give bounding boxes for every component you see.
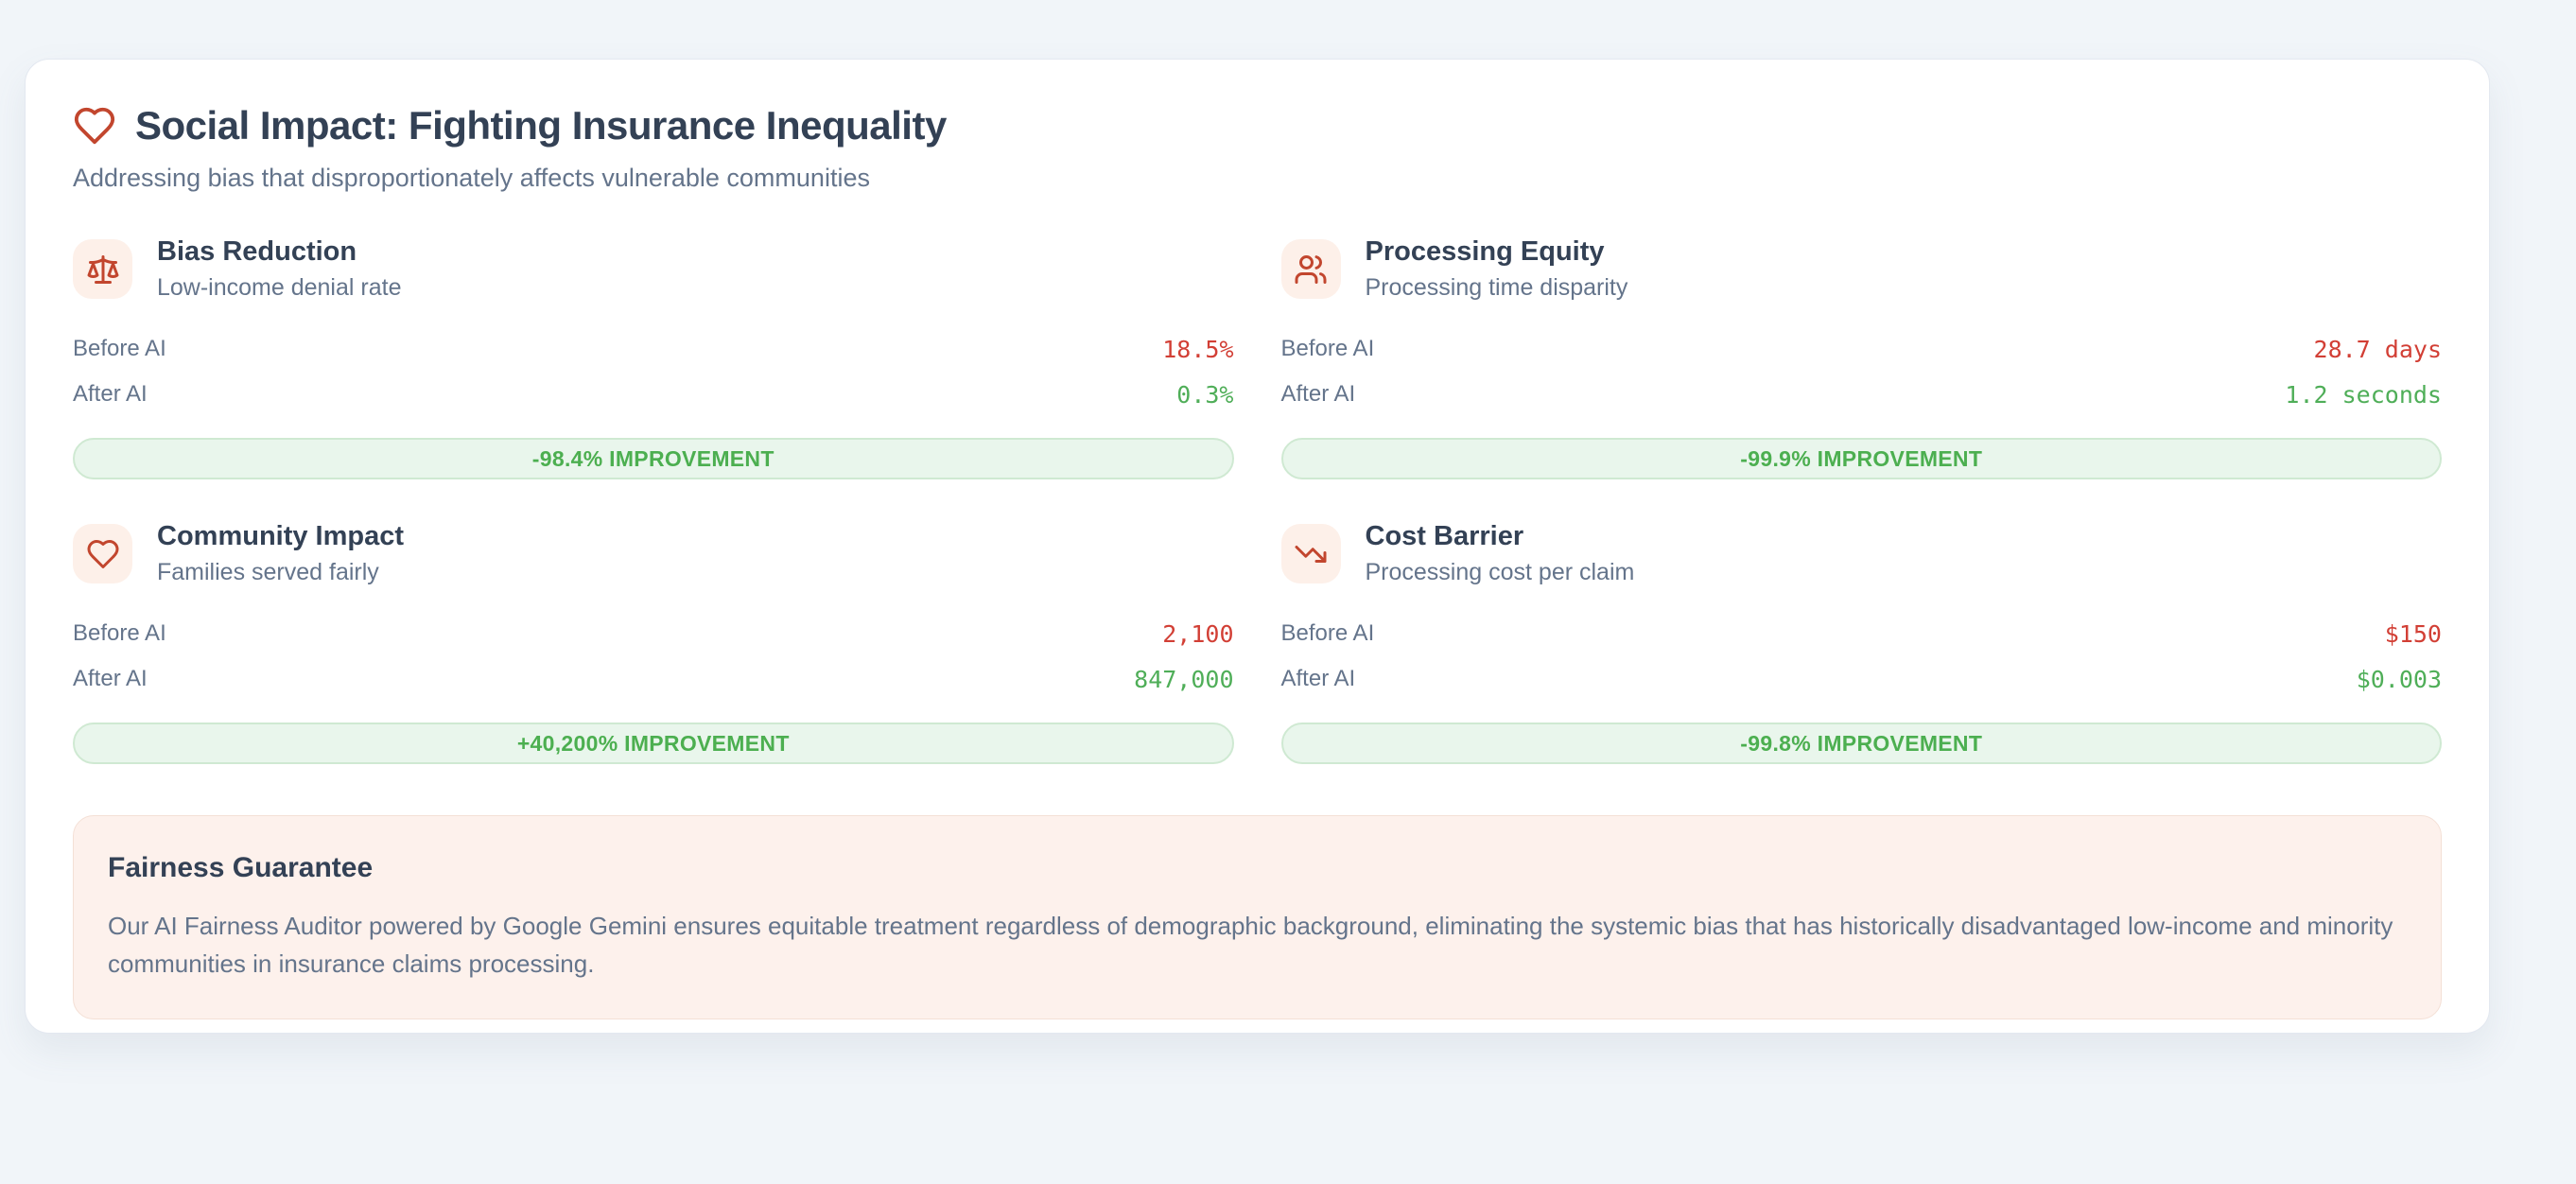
metric-card-cost-barrier: Cost Barrier Processing cost per claim B… bbox=[1280, 521, 2443, 764]
before-ai-row: Before AI 2,100 bbox=[73, 611, 1234, 656]
trending-down-icon bbox=[1280, 524, 1341, 583]
before-ai-value: 2,100 bbox=[1162, 619, 1234, 648]
panel-header: Social Impact: Fighting Insurance Inequa… bbox=[73, 103, 2442, 148]
metrics-grid: Bias Reduction Low-income denial rate Be… bbox=[73, 236, 2442, 764]
users-icon bbox=[1280, 239, 1341, 299]
page-subtitle: Addressing bias that disproportionately … bbox=[73, 164, 870, 192]
heart-icon bbox=[73, 524, 132, 583]
after-ai-row: After AI 0.3% bbox=[73, 372, 1234, 417]
metric-title: Cost Barrier bbox=[1365, 521, 1524, 551]
metric-subtitle: Families served fairly bbox=[157, 559, 379, 585]
after-ai-value: $0.003 bbox=[2356, 665, 2442, 693]
before-ai-value: 28.7 days bbox=[2313, 335, 2442, 363]
fairness-title: Fairness Guarantee bbox=[108, 852, 374, 883]
metric-titles: Cost Barrier Processing cost per claim bbox=[1366, 521, 1635, 586]
metric-titles: Processing Equity Processing time dispar… bbox=[1366, 236, 1628, 302]
before-ai-row: Before AI 28.7 days bbox=[1281, 326, 2443, 372]
improvement-badge: -99.8% IMPROVEMENT bbox=[1280, 723, 2442, 764]
improvement-badge: +40,200% IMPROVEMENT bbox=[73, 723, 1234, 764]
metric-rows: Before AI 28.7 days After AI 1.2 seconds bbox=[1281, 326, 2443, 417]
after-ai-row: After AI $0.003 bbox=[1281, 656, 2443, 702]
after-ai-value: 847,000 bbox=[1134, 665, 1234, 693]
after-ai-label: After AI bbox=[73, 666, 148, 691]
metric-card-bias-reduction: Bias Reduction Low-income denial rate Be… bbox=[73, 236, 1234, 479]
metric-title: Bias Reduction bbox=[157, 236, 357, 267]
heart-icon bbox=[74, 107, 115, 145]
after-ai-value: 1.2 seconds bbox=[2285, 380, 2442, 409]
metric-subtitle: Processing time disparity bbox=[1365, 274, 1628, 301]
after-ai-label: After AI bbox=[1280, 666, 1356, 691]
metric-card-community-impact: Community Impact Families served fairly … bbox=[73, 521, 1234, 764]
after-ai-value: 0.3% bbox=[1176, 380, 1234, 409]
page-title: Social Impact: Fighting Insurance Inequa… bbox=[135, 103, 947, 148]
metric-subtitle: Processing cost per claim bbox=[1365, 559, 1635, 585]
before-ai-label: Before AI bbox=[73, 336, 166, 361]
metric-rows: Before AI $150 After AI $0.003 bbox=[1281, 611, 2443, 702]
before-ai-value: 18.5% bbox=[1162, 335, 1234, 363]
before-ai-label: Before AI bbox=[73, 620, 166, 646]
before-ai-value: $150 bbox=[2384, 619, 2442, 648]
social-impact-panel: Social Impact: Fighting Insurance Inequa… bbox=[25, 59, 2490, 1034]
metric-rows: Before AI 2,100 After AI 847,000 bbox=[73, 611, 1234, 702]
metric-header: Cost Barrier Processing cost per claim bbox=[1280, 521, 2443, 586]
metric-card-processing-equity: Processing Equity Processing time dispar… bbox=[1280, 236, 2443, 479]
scale-icon bbox=[73, 239, 132, 299]
metric-subtitle: Low-income denial rate bbox=[157, 274, 402, 301]
metric-title: Community Impact bbox=[157, 521, 405, 551]
before-ai-row: Before AI $150 bbox=[1281, 611, 2443, 656]
metric-titles: Bias Reduction Low-income denial rate bbox=[157, 236, 401, 302]
metric-header: Community Impact Families served fairly bbox=[73, 521, 1234, 586]
after-ai-label: After AI bbox=[73, 381, 148, 407]
after-ai-row: After AI 1.2 seconds bbox=[1281, 372, 2443, 417]
before-ai-row: Before AI 18.5% bbox=[73, 326, 1234, 372]
metric-titles: Community Impact Families served fairly bbox=[157, 521, 404, 586]
metric-rows: Before AI 18.5% After AI 0.3% bbox=[73, 326, 1234, 417]
fairness-body: Our AI Fairness Auditor powered by Googl… bbox=[108, 912, 2393, 978]
before-ai-label: Before AI bbox=[1280, 336, 1375, 361]
before-ai-label: Before AI bbox=[1280, 620, 1375, 646]
metric-header: Bias Reduction Low-income denial rate bbox=[73, 236, 1234, 302]
metric-header: Processing Equity Processing time dispar… bbox=[1280, 236, 2443, 302]
metric-title: Processing Equity bbox=[1365, 236, 1605, 267]
fairness-guarantee-box: Fairness Guarantee Our AI Fairness Audit… bbox=[73, 815, 2442, 1019]
after-ai-row: After AI 847,000 bbox=[73, 656, 1234, 702]
after-ai-label: After AI bbox=[1280, 381, 1356, 407]
improvement-badge: -98.4% IMPROVEMENT bbox=[73, 438, 1234, 479]
improvement-badge: -99.9% IMPROVEMENT bbox=[1280, 438, 2442, 479]
